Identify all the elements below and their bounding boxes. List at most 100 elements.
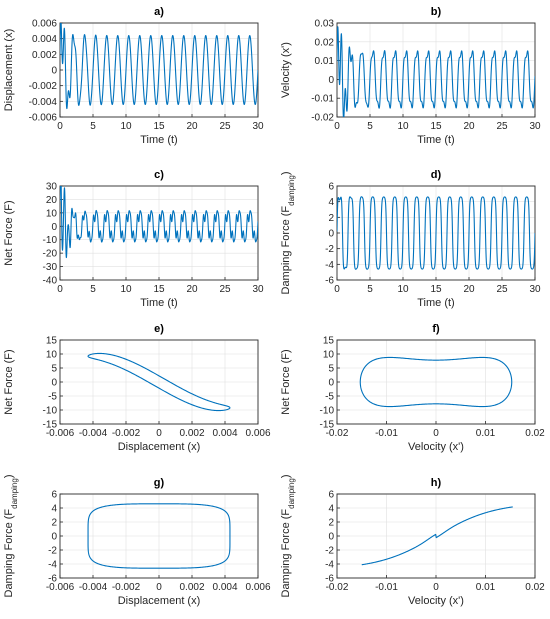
y-tick-label: 0.004 <box>32 34 57 45</box>
y-tick-label: 10 <box>323 350 335 361</box>
y-axis-label-subscript: damping <box>10 478 19 509</box>
x-tick-label: 20 <box>463 284 475 295</box>
y-tick-label: 2 <box>328 213 334 224</box>
x-tick-label: -0.01 <box>375 428 398 439</box>
y-tick-label: 20 <box>46 195 58 206</box>
y-tick-label: -0.002 <box>29 81 58 92</box>
y-tick-label: -5 <box>48 392 57 403</box>
y-tick-label: 0 <box>328 75 334 86</box>
y-tick-label: 0 <box>51 532 57 543</box>
x-tick-label: 0 <box>334 121 340 132</box>
plot-border <box>59 339 259 425</box>
x-tick-label: 15 <box>153 284 165 295</box>
chart-panel-e: -0.006 -0.004 -0.002 0 0.002 0.004 0.006 -15 -10… <box>3 323 271 453</box>
x-tick-label: -0.006 <box>46 582 75 593</box>
x-tick-label: 30 <box>252 121 264 132</box>
series-line <box>359 356 513 408</box>
x-tick-label: 0 <box>433 428 439 439</box>
y-axis-label: Damping Force (Fdamping) <box>280 172 296 295</box>
y-tick-label: 0 <box>51 378 57 389</box>
x-axis-label: Time (t) <box>417 297 454 309</box>
series-line <box>60 23 258 110</box>
y-tick-label: -2 <box>325 546 334 557</box>
y-tick-label: 2 <box>328 518 334 529</box>
x-axis-label: Displacement (x) <box>118 441 201 453</box>
y-axis-label-suffix: ) <box>280 475 292 479</box>
x-axis-label: Time (t) <box>140 134 177 146</box>
y-tick-label: -0.004 <box>29 97 58 108</box>
y-tick-label: -6 <box>325 574 334 585</box>
panel-title: b) <box>431 6 442 18</box>
x-tick-label: -0.002 <box>112 428 141 439</box>
y-axis-label-subscript: damping <box>287 478 296 509</box>
y-tick-label: 0.03 <box>315 19 335 30</box>
x-tick-label: -0.004 <box>79 428 108 439</box>
y-tick-label: -40 <box>43 276 58 287</box>
y-axis-label-main: Net Force (F) <box>3 349 15 414</box>
y-tick-label: 0 <box>328 532 334 543</box>
y-axis-label-main: Damping Force (F <box>280 509 292 598</box>
x-tick-label: -0.006 <box>46 428 75 439</box>
y-tick-label: 0 <box>328 229 334 240</box>
y-tick-label: -0.006 <box>29 113 58 124</box>
chart-panel-c: 0 5 10 15 20 25 30 -40 -30 -20 -10 0 10 20 30 c) Time (t… <box>3 169 264 309</box>
x-tick-label: 20 <box>186 284 198 295</box>
x-tick-label: 5 <box>90 284 96 295</box>
panel-title: h) <box>431 477 442 489</box>
chart-panel-f: -0.02 -0.01 0 0.01 0.02 -15 -10 -5 0 5 10 15 f) Veloc… <box>280 323 545 453</box>
y-tick-label: -2 <box>325 244 334 255</box>
x-tick-label: 5 <box>367 121 373 132</box>
x-tick-label: 30 <box>529 284 541 295</box>
y-axis-label-main: Net Force (F) <box>280 349 292 414</box>
x-tick-label: 0.002 <box>179 428 204 439</box>
series-line <box>87 352 231 412</box>
x-tick-label: 5 <box>90 121 96 132</box>
x-tick-label: 10 <box>120 121 132 132</box>
y-axis-label: Displacement (x) <box>3 29 15 112</box>
y-axis-label: Velocity (x') <box>280 42 292 98</box>
x-tick-label: 0.006 <box>245 582 270 593</box>
y-tick-label: -4 <box>48 560 57 571</box>
y-axis-label-suffix: ) <box>280 172 292 176</box>
y-axis-label: Damping Force (Fdamping) <box>280 475 296 598</box>
series-line <box>337 26 535 117</box>
y-tick-label: -10 <box>43 235 58 246</box>
x-axis-label: Velocity (x') <box>408 595 464 607</box>
y-tick-label: 4 <box>328 504 334 515</box>
y-tick-label: 30 <box>46 182 58 193</box>
x-tick-label: 15 <box>430 121 442 132</box>
x-tick-label: 25 <box>496 284 508 295</box>
x-axis-label: Velocity (x') <box>408 441 464 453</box>
y-tick-label: 6 <box>51 490 57 501</box>
y-tick-label: -20 <box>43 249 58 260</box>
x-tick-label: 5 <box>367 284 373 295</box>
x-axis-label: Time (t) <box>417 134 454 146</box>
y-axis-label-subscript: damping <box>287 175 296 206</box>
chart-panel-a: 0 5 10 15 20 25 30 -0.006 -0.004 -0.002 0 0.002 0.00… <box>3 6 264 146</box>
x-tick-label: -0.004 <box>79 582 108 593</box>
x-tick-label: 0 <box>156 428 162 439</box>
panel-title: f) <box>432 323 440 335</box>
x-axis-label: Displacement (x) <box>118 595 201 607</box>
y-tick-label: 5 <box>51 364 57 375</box>
plot-border <box>336 339 536 425</box>
x-tick-label: 25 <box>496 121 508 132</box>
x-axis-label: Time (t) <box>140 297 177 309</box>
x-tick-label: 15 <box>153 121 165 132</box>
x-tick-label: 15 <box>430 284 442 295</box>
y-tick-label: 0 <box>51 66 57 77</box>
x-tick-label: 10 <box>120 284 132 295</box>
x-tick-label: 0.02 <box>525 428 545 439</box>
plot-border <box>336 493 536 579</box>
y-tick-label: 0.006 <box>32 19 57 30</box>
x-tick-label: 0 <box>57 121 63 132</box>
plot-border <box>336 22 536 118</box>
y-axis-label-main: Velocity (x') <box>280 42 292 98</box>
x-tick-label: 0.01 <box>476 582 496 593</box>
chart-panel-d: 0 5 10 15 20 25 30 -6 -4 -2 0 2 4 6 d) Time (t) Damping … <box>280 169 541 309</box>
panel-title: d) <box>431 169 442 181</box>
x-tick-label: 0.004 <box>212 582 237 593</box>
y-tick-label: 0.02 <box>315 37 335 48</box>
x-tick-label: 0 <box>334 284 340 295</box>
